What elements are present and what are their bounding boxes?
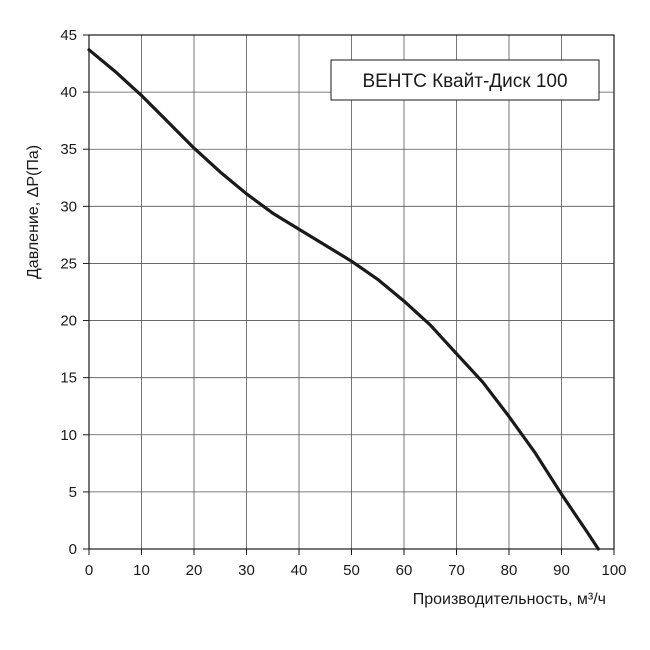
- y-axis-ticks: 0 5 10 15 20 25 30 35 40 45: [60, 27, 89, 558]
- y-tick-label: 25: [60, 255, 77, 272]
- y-tick-label: 10: [60, 427, 77, 444]
- y-tick-label: 40: [60, 84, 77, 101]
- y-tick-label: 15: [60, 370, 77, 387]
- series-layer: [87, 48, 600, 551]
- legend: ВЕНТС Квайт-Диск 100: [330, 59, 600, 101]
- x-tick-label: 50: [343, 562, 360, 579]
- legend-series-name: ВЕНТС Квайт-Диск 100: [362, 71, 567, 92]
- x-axis-label: Производительность, м³/ч: [413, 591, 606, 608]
- y-tick-label: 35: [60, 141, 77, 158]
- y-tick-label: 20: [60, 313, 77, 330]
- y-tick-label: 0: [69, 541, 77, 558]
- x-tick-label: 0: [85, 562, 93, 579]
- grid: [88, 34, 615, 550]
- x-tick-label: 30: [238, 562, 255, 579]
- x-tick-label: 40: [291, 562, 308, 579]
- x-tick-label: 90: [553, 562, 570, 579]
- x-tick-label: 60: [396, 562, 413, 579]
- legend-box: [330, 59, 600, 101]
- x-axis-ticks: 0 10 20 30 40 50 60 70 80 90 100: [85, 549, 627, 579]
- y-tick-label: 45: [60, 27, 77, 44]
- x-tick-label: 100: [601, 562, 626, 579]
- series-line: [87, 48, 600, 551]
- x-tick-label: 80: [501, 562, 518, 579]
- x-tick-label: 70: [448, 562, 465, 579]
- x-tick-label: 20: [186, 562, 203, 579]
- y-tick-label: 30: [60, 198, 77, 215]
- y-tick-label: 5: [69, 484, 77, 501]
- x-tick-label: 10: [133, 562, 150, 579]
- y-axis-label: Давление, ΔP(Па): [25, 145, 42, 279]
